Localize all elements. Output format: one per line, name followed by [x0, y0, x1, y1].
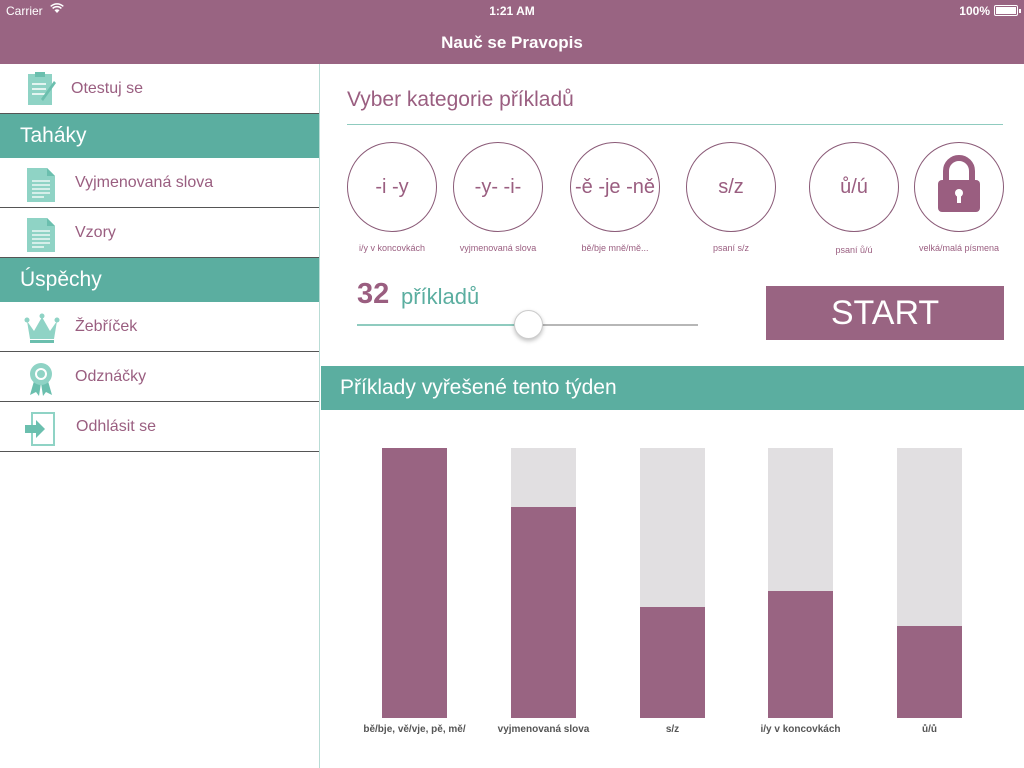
battery-icon: [994, 5, 1021, 16]
category-label: psaní s/z: [712, 243, 750, 253]
sidebar-item-label: Odznáčky: [75, 368, 147, 385]
logout-icon: [24, 411, 58, 446]
sidebar-item-odhlasit-se[interactable]: Odhlásit se: [0, 402, 319, 452]
weekly-title: Příklady vyřešené tento týden: [340, 376, 617, 399]
sidebar: Otestuj se Taháky Vyjmenovaná slova Vzor…: [0, 64, 320, 768]
section-header-tahaky: Taháky: [0, 114, 319, 158]
document-icon: [24, 167, 58, 202]
count-slider-thumb[interactable]: [513, 310, 543, 339]
category-vyjmenovana-button[interactable]: -y- -i-: [453, 142, 543, 232]
section-header-label: Úspěchy: [20, 268, 102, 291]
sidebar-item-label: Vzory: [75, 224, 116, 241]
sidebar-item-label: Odhlásit se: [76, 418, 157, 435]
chart-bar-fill: [511, 507, 576, 718]
chart-category-label: vyjmenovaná slova: [497, 724, 590, 735]
chart-bar-fill: [640, 607, 705, 718]
chart-bar-fill: [897, 626, 962, 718]
start-button[interactable]: START: [766, 286, 1004, 340]
weekly-header: Příklady vyřešené tento týden: [321, 366, 1024, 410]
sidebar-item-vyjmenovana-slova[interactable]: Vyjmenovaná slova: [0, 158, 319, 208]
wifi-icon: [50, 3, 64, 17]
sidebar-item-otestuj-se[interactable]: Otestuj se: [0, 64, 319, 114]
sidebar-item-label: Vyjmenovaná slova: [75, 174, 214, 191]
clock: 1:21 AM: [489, 4, 535, 18]
chart-bar: [382, 448, 447, 718]
lock-icon: [934, 154, 984, 220]
chart-bar: [640, 448, 705, 718]
sidebar-item-label: Žebříček: [75, 318, 138, 335]
status-bar: Carrier 1:21 AM 100%: [0, 0, 1024, 22]
crown-icon: [24, 311, 60, 345]
section-header-label: Taháky: [20, 124, 87, 147]
category-u-u-button[interactable]: ů/ú: [809, 142, 899, 232]
battery-percent: 100%: [959, 4, 990, 18]
category-label: i/y v koncovkách: [358, 243, 426, 253]
sidebar-item-zebricek[interactable]: Žebříček: [0, 302, 319, 352]
document-icon: [24, 217, 58, 252]
chart-category-label: s/z: [665, 724, 680, 735]
main-panel: Vyber kategorie příkladů -i -y i/y v kon…: [321, 64, 1024, 768]
example-count-unit: příkladů: [401, 284, 480, 309]
top-bar: Carrier 1:21 AM 100% Nauč se Pravopis: [0, 0, 1024, 64]
chart-category-label: i/y v koncovkách: [760, 724, 841, 735]
category-label: bě/bje mně/mě...: [581, 243, 649, 253]
chart-bar-fill: [768, 591, 833, 718]
category-title: Vyber kategorie příkladů: [347, 88, 574, 111]
chart-bar: [768, 448, 833, 718]
badge-icon: [24, 361, 58, 396]
sidebar-item-label: Otestuj se: [71, 80, 144, 97]
sidebar-item-vzory[interactable]: Vzory: [0, 208, 319, 258]
divider: [347, 124, 1003, 125]
clipboard-icon: [24, 71, 58, 105]
sidebar-item-odznacky[interactable]: Odznáčky: [0, 352, 319, 402]
weekly-bar-chart: bě/bje, vě/vje, pě, mě/vyjmenovaná slova…: [321, 410, 1024, 768]
chart-bar: [897, 448, 962, 718]
category-s-z-button[interactable]: s/z: [686, 142, 776, 232]
example-count: 32: [357, 278, 390, 310]
category-label: vyjmenovaná slova: [459, 243, 537, 253]
chart-bar-fill: [382, 448, 447, 718]
chart-category-label: ů/ů: [922, 724, 937, 735]
chart-category-label: bě/bje, vě/vje, pě, mě/: [363, 724, 466, 735]
section-header-uspechy: Úspěchy: [0, 258, 319, 302]
category-e-je-ne-button[interactable]: -ě -je -ně: [570, 142, 660, 232]
chart-bar: [511, 448, 576, 718]
category-label: velká/malá písmena: [918, 243, 1000, 253]
category-capitals-locked-button[interactable]: [914, 142, 1004, 232]
category-i-y-button[interactable]: -i -y: [347, 142, 437, 232]
count-slider-fill: [357, 324, 528, 326]
nav-title: Nauč se Pravopis: [441, 33, 583, 52]
carrier-label: Carrier: [6, 4, 43, 18]
category-label: psaní ů/ú: [835, 245, 873, 255]
